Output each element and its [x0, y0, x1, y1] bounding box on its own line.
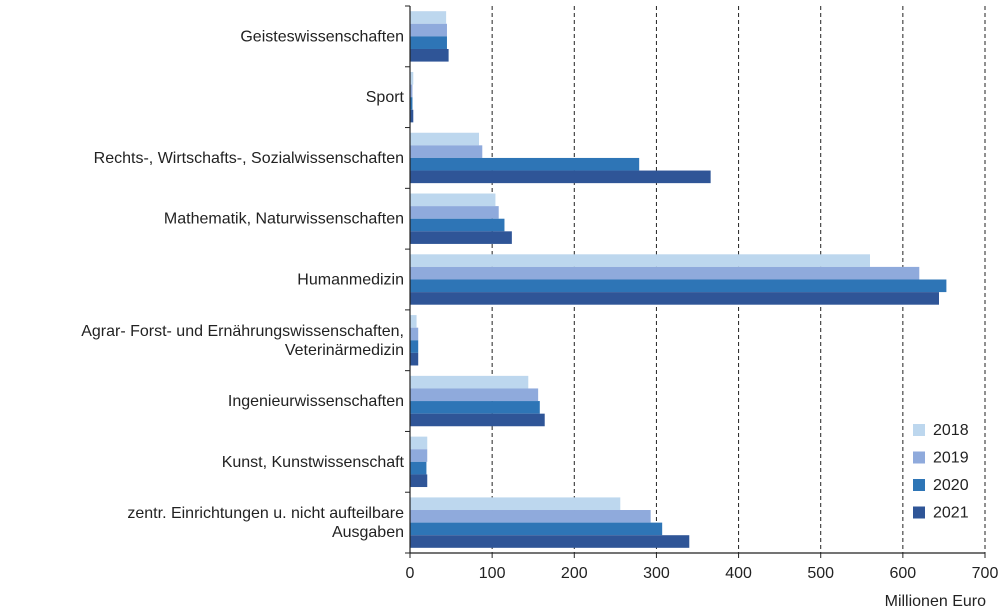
legend-swatch-2018	[913, 424, 925, 436]
category-label: Sport	[366, 89, 405, 106]
bar-2019	[410, 23, 447, 37]
bar-2020	[410, 461, 427, 475]
bar-2019	[410, 206, 499, 219]
bar-2018	[410, 193, 496, 207]
bar-2021	[410, 413, 545, 427]
legend-label-2021: 2021	[933, 505, 969, 522]
category-label: Humanmedizin	[297, 272, 404, 289]
bar-2018	[410, 375, 529, 389]
bar-2021	[410, 109, 414, 123]
x-tick-label: 300	[643, 565, 670, 582]
bar-2018	[410, 315, 417, 328]
category-label: Kunst, Kunstwissenschaft	[222, 454, 405, 471]
category-labels: Geisteswissenschaften Sport Rechts-, Wirts…	[81, 28, 404, 541]
x-tick-label: 100	[479, 565, 506, 582]
axes	[405, 5, 986, 558]
bar-2021	[410, 535, 690, 548]
bar-2021	[410, 474, 428, 488]
bar-2019	[410, 388, 539, 402]
category-label: Rechts-, Wirtschafts-, Sozialwissenschaf…	[94, 150, 404, 167]
x-tick-label: 200	[561, 565, 588, 582]
category-label: Agrar- Forst- und Ernährungswissenschaft…	[81, 323, 404, 340]
category-label: Mathematik, Naturwissenschaften	[164, 211, 404, 228]
bar-2020	[410, 279, 947, 293]
bar-2020	[410, 522, 663, 536]
bar-2020	[410, 97, 413, 110]
bar-2020	[410, 36, 447, 49]
legend-label-2020: 2020	[933, 477, 969, 494]
x-axis-label: Millionen Euro	[885, 593, 986, 610]
category-label: Geisteswissenschaften	[240, 28, 404, 45]
x-tick-label: 600	[890, 565, 917, 582]
legend-swatch-2019	[913, 451, 925, 464]
bar-2018	[410, 497, 621, 511]
category-label: zentr. Einrichtungen u. nicht aufteilbar…	[127, 505, 404, 522]
bar-2021	[410, 292, 939, 305]
x-tick-label: 700	[972, 565, 999, 582]
bar-2019	[410, 327, 419, 341]
bar-2020	[410, 340, 419, 353]
bar-2021	[410, 352, 419, 366]
x-tick-label: 400	[725, 565, 752, 582]
bar-2019	[410, 510, 651, 523]
bar-2021	[410, 170, 711, 184]
bar-2019	[410, 145, 483, 158]
bar-2020	[410, 157, 640, 171]
bar-2020	[410, 401, 540, 414]
x-tick-label: 500	[807, 565, 834, 582]
bar-2021	[410, 231, 512, 244]
bar-2018	[410, 132, 479, 146]
bar-2018	[410, 11, 447, 24]
bar-2019	[410, 84, 413, 98]
bar-2018	[410, 71, 414, 85]
category-label: Veterinärmedizin	[285, 342, 404, 359]
bar-2019	[410, 449, 428, 462]
legend-label-2019: 2019	[933, 450, 969, 467]
bar-2021	[410, 48, 449, 62]
legend: 2018 2019 2020 2021	[913, 422, 969, 522]
bar-2018	[410, 254, 870, 267]
category-label: Ingenieurwissenschaften	[228, 393, 404, 410]
bars	[410, 11, 947, 548]
bar-2019	[410, 266, 920, 280]
bar-2018	[410, 436, 428, 450]
category-label: Ausgaben	[332, 524, 404, 541]
tick-labels: 0 100 200 300 400 500 600 700	[406, 565, 999, 582]
bar-2020	[410, 218, 505, 232]
legend-swatch-2021	[913, 506, 925, 519]
legend-swatch-2020	[913, 479, 925, 491]
x-tick-label: 0	[406, 565, 415, 582]
legend-label-2018: 2018	[933, 422, 969, 439]
